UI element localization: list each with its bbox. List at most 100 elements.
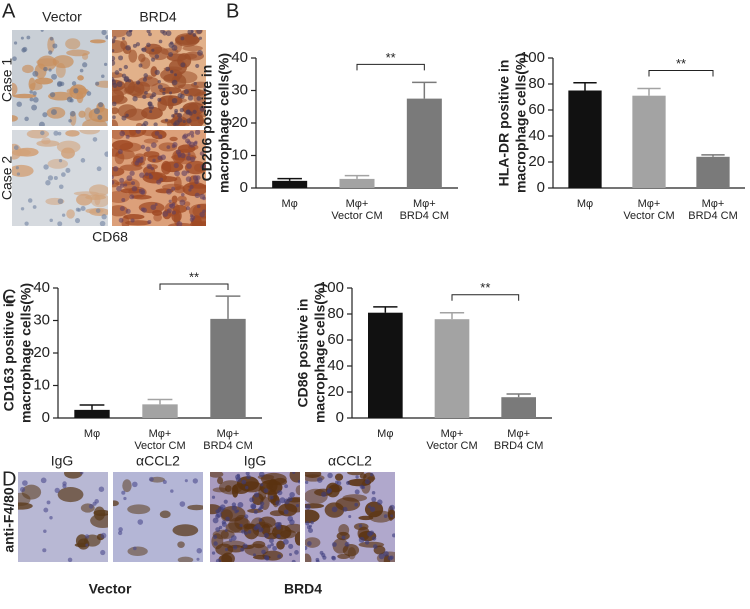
significance-bracket (648, 70, 714, 77)
nucleus (355, 475, 359, 479)
group-label: Vector (89, 581, 132, 597)
nucleus (129, 170, 135, 176)
y-tick-label: 30 (231, 81, 248, 98)
stain (252, 540, 266, 549)
nucleus (150, 57, 156, 62)
nucleus (187, 95, 194, 101)
nucleus (82, 62, 88, 68)
nucleus (80, 158, 86, 163)
nucleus (244, 531, 248, 536)
nucleus (297, 479, 300, 484)
column-label: IgG (51, 453, 74, 469)
nucleus (259, 504, 264, 510)
bar (406, 98, 442, 188)
nucleus (158, 39, 163, 44)
stain (26, 130, 50, 139)
nucleus (171, 114, 175, 118)
nucleus (148, 32, 152, 37)
x-tick-label: BRD4 CM (688, 210, 738, 222)
nucleus (284, 484, 289, 489)
nucleus (67, 557, 73, 562)
nucleus (160, 30, 165, 34)
nucleus (247, 530, 252, 534)
nucleus (196, 557, 200, 561)
nucleus (52, 43, 58, 49)
nucleus (127, 79, 132, 83)
stain (329, 484, 343, 493)
stain (338, 523, 350, 537)
y-axis-label: CD163 positive in (1, 295, 17, 412)
nucleus (74, 217, 81, 224)
nucleus (306, 541, 312, 546)
x-tick-label: Mφ+ (346, 198, 369, 210)
nucleus (152, 158, 156, 163)
nucleus (265, 556, 270, 561)
nucleus (158, 134, 163, 139)
stain (112, 190, 130, 203)
nucleus (252, 553, 256, 557)
nucleus (269, 538, 274, 544)
nucleus (171, 79, 178, 86)
stain (123, 214, 145, 220)
nucleus (331, 542, 337, 547)
micrograph-content (210, 472, 300, 562)
stain (161, 160, 172, 175)
nucleus (16, 101, 22, 107)
stain (12, 164, 34, 177)
nucleus (223, 499, 228, 504)
nucleus (121, 36, 126, 41)
nucleus (125, 134, 130, 139)
nucleus (118, 55, 124, 61)
stain (12, 115, 18, 122)
nucleus (244, 514, 249, 519)
nucleus (185, 176, 192, 182)
nucleus (121, 198, 126, 202)
stain (122, 479, 132, 493)
stain (221, 540, 246, 548)
column-label: αCCL2 (136, 453, 180, 469)
x-tick-label: Mφ (282, 198, 298, 210)
stain (210, 472, 224, 478)
nucleus (165, 30, 172, 37)
nucleus (42, 548, 47, 553)
stain (171, 195, 178, 204)
micrograph (113, 472, 203, 562)
y-tick-label: 20 (528, 153, 545, 170)
nucleus (131, 181, 136, 186)
x-tick-label: Mφ+ (149, 428, 172, 440)
nucleus (196, 30, 203, 35)
nucleus (170, 70, 174, 74)
nucleus (162, 87, 166, 92)
nucleus (215, 527, 221, 532)
nucleus (40, 30, 44, 32)
nucleus (253, 509, 258, 514)
nucleus (258, 518, 263, 522)
stain (190, 221, 203, 226)
nucleus (95, 81, 100, 86)
significance-label: ** (189, 269, 199, 284)
stain (305, 509, 320, 524)
nucleus (57, 221, 63, 226)
micrograph-content (12, 130, 108, 226)
nucleus (151, 92, 157, 98)
nucleus (177, 112, 183, 118)
nucleus (224, 547, 229, 552)
nucleus (185, 206, 191, 211)
x-tick-label: Vector CM (623, 210, 674, 222)
nucleus (196, 96, 202, 101)
nucleus (308, 528, 314, 534)
nucleus (354, 489, 360, 495)
nucleus (65, 167, 71, 173)
stain (127, 504, 151, 515)
nucleus (295, 504, 300, 508)
nucleus (32, 70, 39, 77)
nucleus (331, 555, 337, 561)
nucleus (123, 77, 129, 82)
y-tick-label: 80 (528, 75, 545, 92)
nucleus (129, 194, 135, 200)
nucleus (335, 480, 339, 485)
nucleus (40, 477, 47, 484)
stain (18, 502, 33, 510)
nucleus (277, 490, 283, 496)
nucleus (99, 220, 106, 226)
